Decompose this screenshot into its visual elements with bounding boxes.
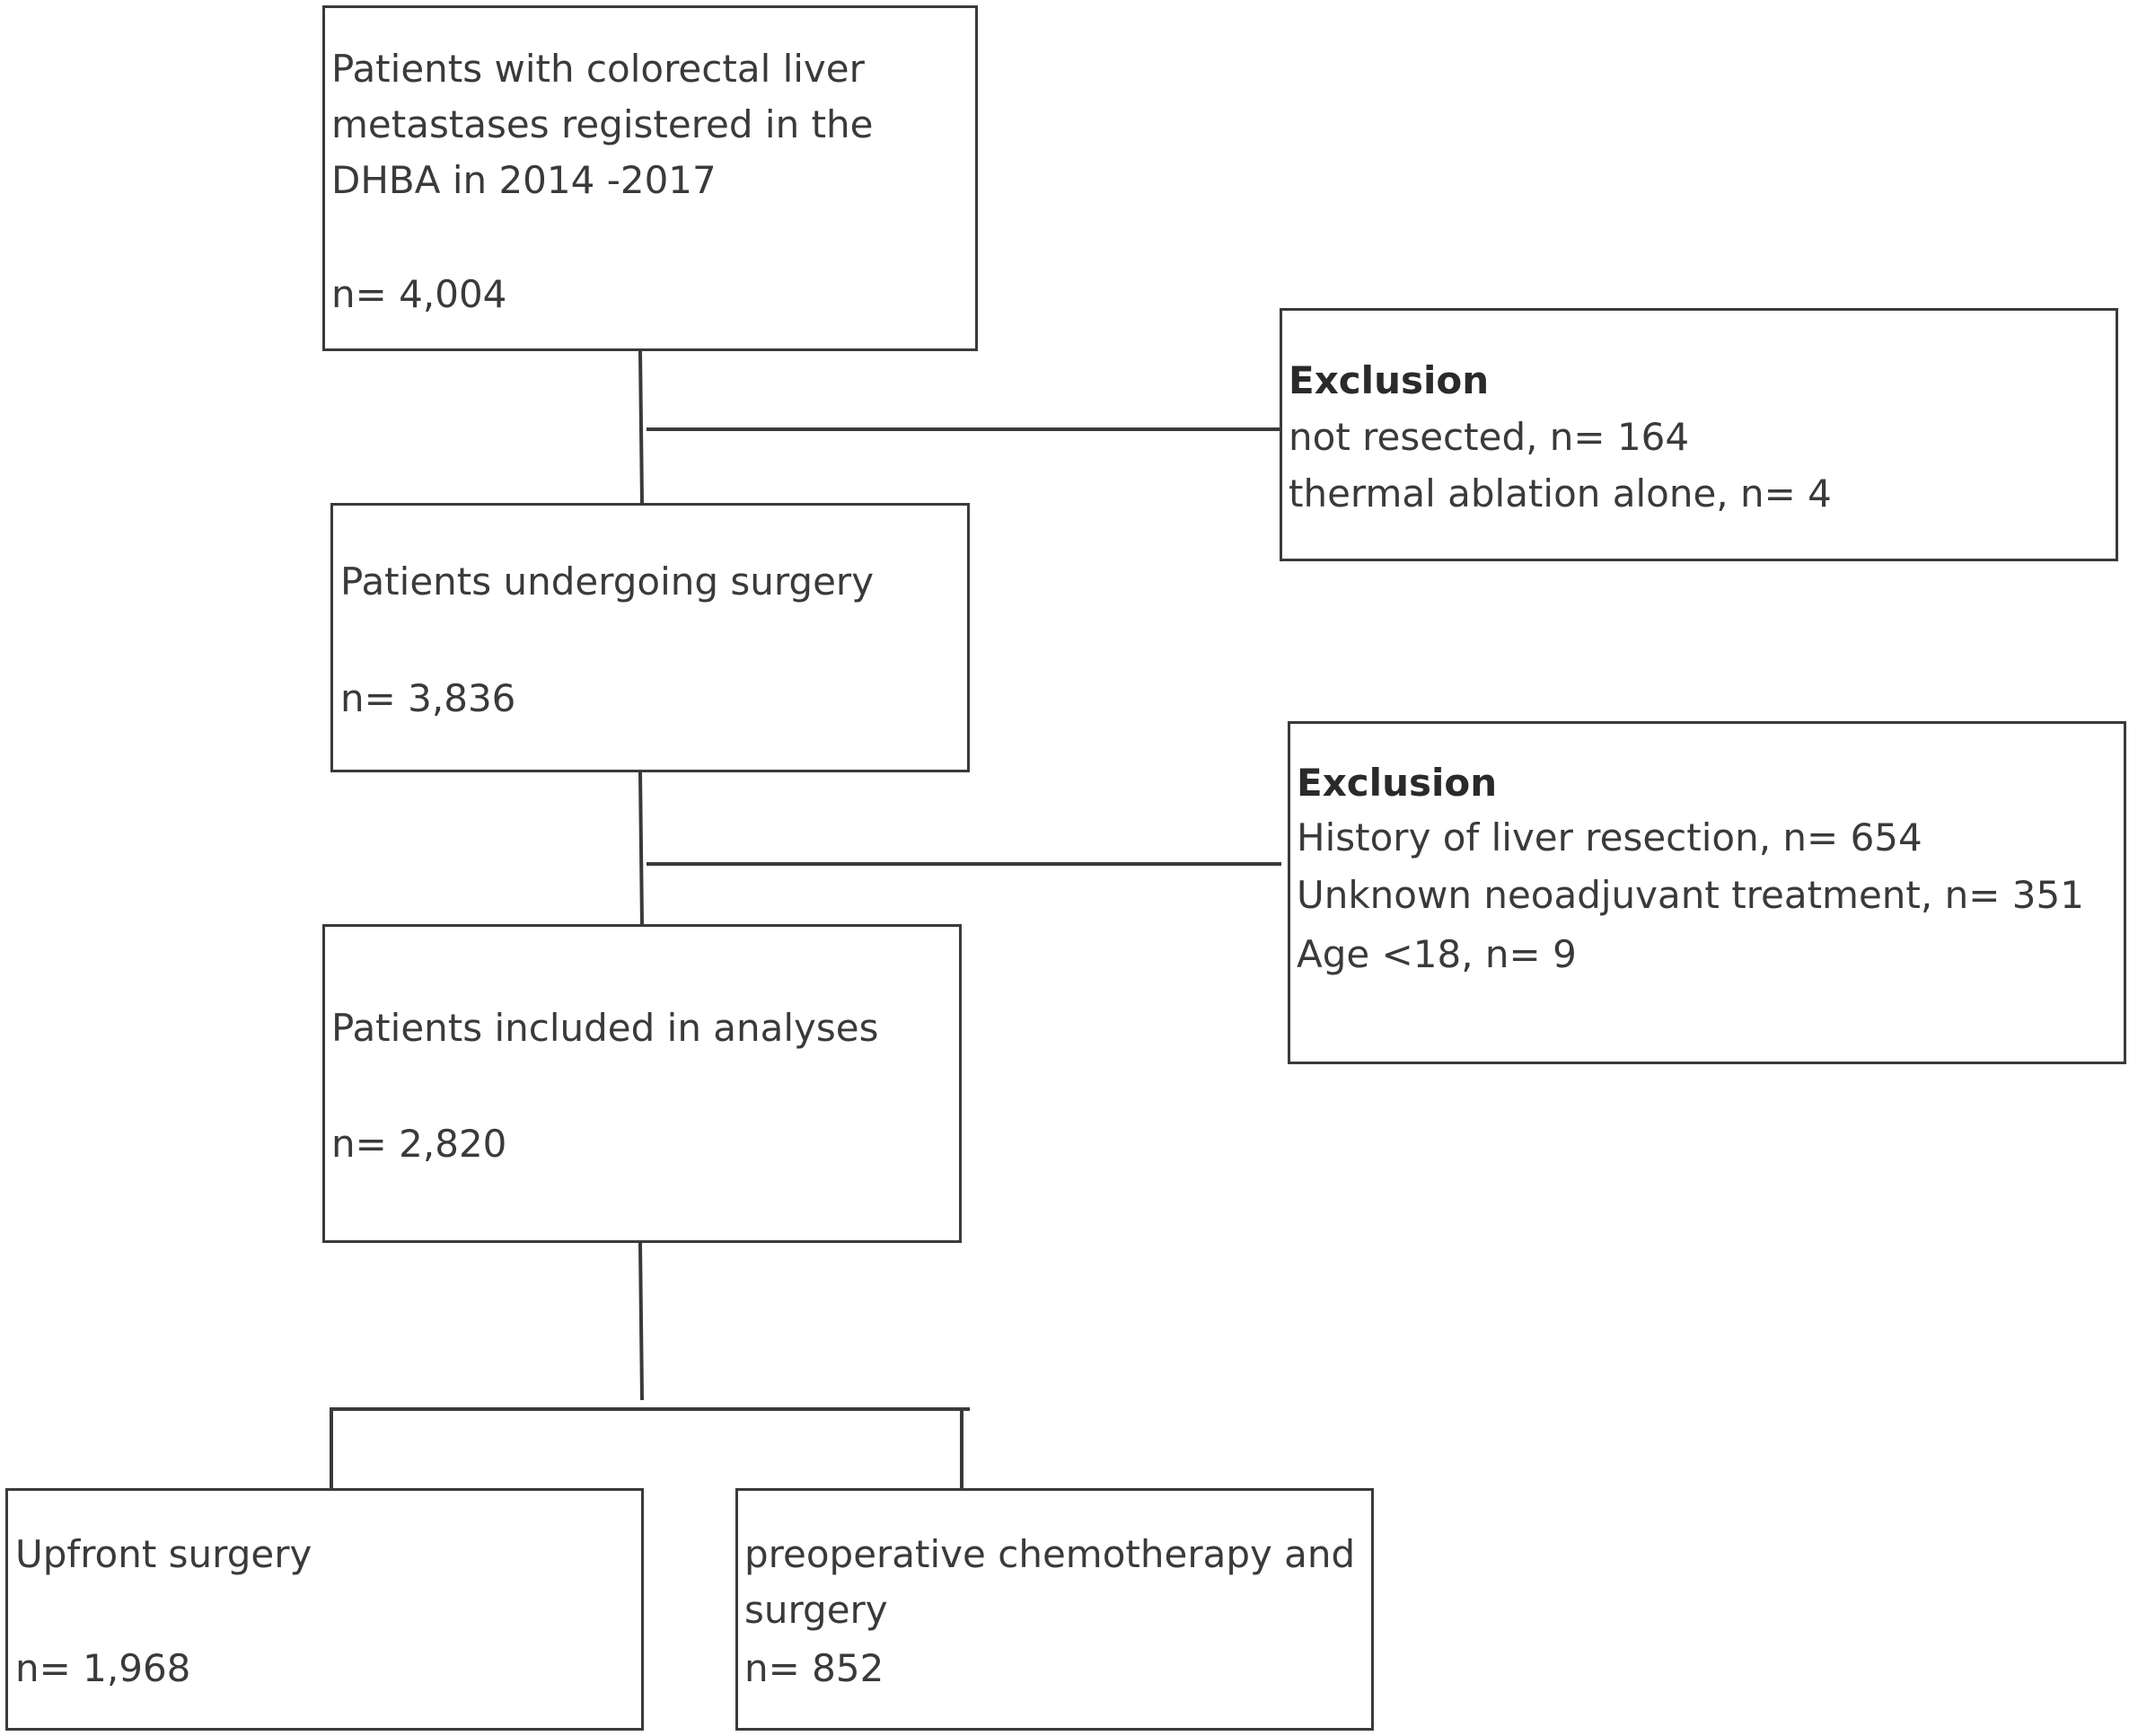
exclusion-1-item: not resected, n= 164 — [1289, 415, 1690, 459]
registered-text-line-1: Patients with colorectal liver — [331, 47, 865, 91]
surgery-count: n= 3,836 — [340, 676, 516, 720]
exclusion-box-1: Exclusion not resected, n= 164 thermal a… — [1280, 308, 2118, 561]
registered-text-line-2: metastases registered in the — [331, 102, 874, 146]
preop-text-line-1: preoperative chemotherapy and — [744, 1532, 1356, 1576]
preop-text-line-2: surgery — [744, 1588, 888, 1632]
connector-surgery-to-analyses — [638, 770, 645, 927]
analyses-count: n= 2,820 — [331, 1122, 507, 1166]
registered-patients-box: Patients with colorectal liver metastase… — [322, 5, 978, 351]
connector-registered-to-surgery — [638, 348, 645, 506]
registered-text-line-3: DHBA in 2014 -2017 — [331, 158, 717, 202]
exclusion-2-item: Age <18, n= 9 — [1297, 932, 1577, 976]
exclusion-box-2: Exclusion History of liver resection, n=… — [1288, 721, 2126, 1064]
upfront-surgery-box: Upfront surgery n= 1,968 — [5, 1488, 644, 1731]
exclusion-2-heading: Exclusion — [1297, 761, 1498, 805]
registered-count: n= 4,004 — [331, 272, 507, 316]
surgery-patients-box: Patients undergoing surgery n= 3,836 — [330, 503, 970, 772]
exclusion-1-heading: Exclusion — [1289, 358, 1490, 402]
preoperative-chemotherapy-box: preoperative chemotherapy and surgery n=… — [735, 1488, 1374, 1731]
upfront-title: Upfront surgery — [15, 1532, 312, 1576]
analyses-patients-box: Patients included in analyses n= 2,820 — [322, 924, 962, 1243]
preop-count: n= 852 — [744, 1646, 884, 1690]
analyses-title: Patients included in analyses — [331, 1006, 879, 1050]
exclusion-2-item: History of liver resection, n= 654 — [1297, 815, 1922, 859]
exclusion-2-item: Unknown neoadjuvant treatment, n= 351 — [1297, 873, 2084, 917]
exclusion-1-item: thermal ablation alone, n= 4 — [1289, 471, 1832, 516]
upfront-count: n= 1,968 — [15, 1646, 191, 1690]
connector-analyses-down — [638, 1240, 645, 1401]
surgery-title: Patients undergoing surgery — [340, 560, 875, 604]
